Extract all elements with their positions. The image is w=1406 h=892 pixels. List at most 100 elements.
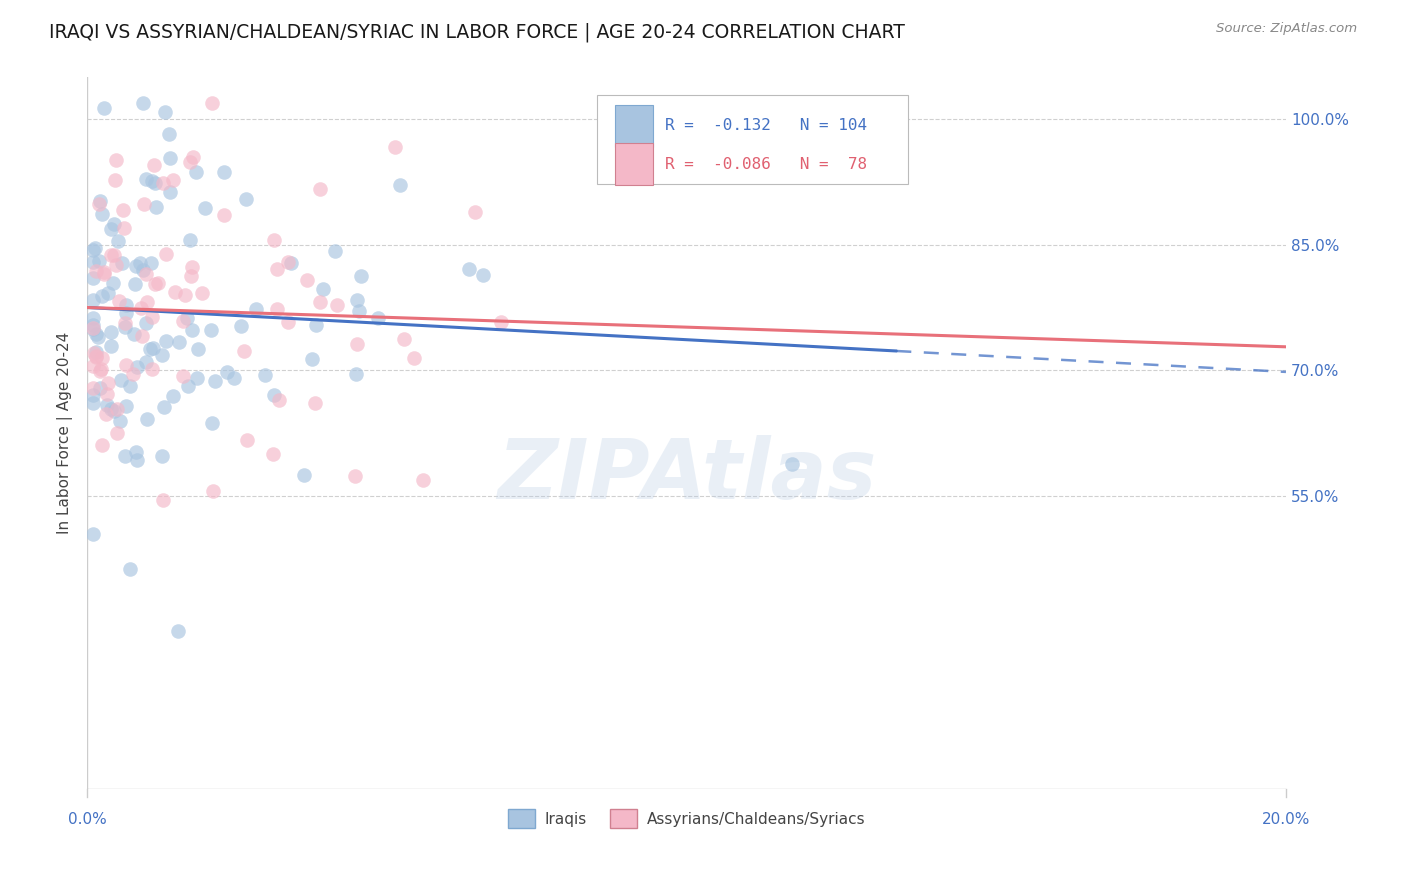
- Point: [93, 265, 115, 279]
- Point: [125, 259, 148, 273]
- Point: [90, 207, 112, 221]
- Point: [236, 433, 259, 447]
- Point: [277, 255, 299, 269]
- Point: [105, 401, 128, 416]
- Point: [212, 208, 235, 222]
- Y-axis label: In Labor Force | Age 20-24: In Labor Force | Age 20-24: [58, 332, 73, 534]
- FancyBboxPatch shape: [596, 95, 908, 184]
- Point: [245, 302, 267, 317]
- Point: [253, 368, 276, 383]
- Point: [96, 387, 118, 401]
- Point: [165, 285, 187, 299]
- Point: [97, 376, 120, 391]
- Point: [103, 247, 125, 261]
- Point: [162, 173, 184, 187]
- Point: [323, 244, 346, 258]
- Point: [141, 310, 163, 324]
- Point: [125, 445, 148, 459]
- Point: [262, 447, 284, 461]
- Point: [112, 221, 135, 235]
- Point: [292, 468, 315, 483]
- Point: [83, 345, 105, 359]
- Point: [343, 469, 366, 483]
- Point: [139, 343, 162, 357]
- Point: [148, 276, 170, 290]
- Point: [82, 322, 104, 336]
- Point: [141, 362, 163, 376]
- Point: [162, 389, 184, 403]
- Point: [150, 348, 173, 362]
- Point: [457, 262, 479, 277]
- Point: [82, 318, 104, 332]
- Point: [135, 316, 157, 330]
- Point: [127, 453, 149, 467]
- Point: [172, 369, 194, 384]
- Point: [142, 341, 165, 355]
- Point: [84, 326, 107, 341]
- Point: [780, 457, 803, 471]
- Point: [143, 176, 166, 190]
- Point: [174, 288, 197, 302]
- Point: [212, 165, 235, 179]
- Point: [231, 318, 253, 333]
- Point: [201, 95, 224, 110]
- Point: [150, 449, 173, 463]
- Point: [93, 267, 115, 281]
- Point: [180, 269, 202, 284]
- Point: [122, 326, 145, 341]
- Point: [115, 298, 138, 312]
- Point: [217, 365, 239, 379]
- Point: [277, 315, 299, 329]
- Point: [114, 358, 136, 372]
- Point: [136, 294, 159, 309]
- Point: [350, 268, 373, 283]
- Point: [87, 197, 110, 211]
- Point: [82, 255, 104, 269]
- Point: [124, 277, 146, 291]
- Point: [181, 150, 204, 164]
- Point: [266, 301, 288, 316]
- Point: [82, 243, 104, 257]
- Point: [181, 260, 204, 275]
- Point: [472, 268, 495, 283]
- Point: [152, 176, 174, 190]
- Point: [96, 398, 118, 412]
- Point: [89, 364, 111, 378]
- Point: [464, 205, 486, 219]
- Text: IRAQI VS ASSYRIAN/CHALDEAN/SYRIAC IN LABOR FORCE | AGE 20-24 CORRELATION CHART: IRAQI VS ASSYRIAN/CHALDEAN/SYRIAC IN LAB…: [49, 22, 905, 42]
- Point: [84, 344, 107, 359]
- Point: [141, 174, 163, 188]
- Point: [267, 392, 290, 407]
- Point: [104, 153, 127, 167]
- Point: [232, 343, 254, 358]
- Point: [179, 155, 201, 169]
- Text: 20.0%: 20.0%: [1261, 812, 1310, 827]
- Point: [204, 374, 226, 388]
- Point: [152, 492, 174, 507]
- Point: [115, 400, 138, 414]
- Point: [82, 310, 104, 325]
- Point: [87, 330, 110, 344]
- Point: [305, 318, 328, 332]
- Point: [135, 172, 157, 186]
- Point: [349, 304, 371, 318]
- Point: [266, 261, 288, 276]
- Point: [107, 235, 129, 249]
- Point: [412, 473, 434, 487]
- Point: [304, 395, 326, 409]
- Point: [172, 314, 194, 328]
- Point: [367, 311, 389, 326]
- Text: Source: ZipAtlas.com: Source: ZipAtlas.com: [1216, 22, 1357, 36]
- Point: [127, 359, 149, 374]
- Point: [312, 282, 335, 296]
- Point: [200, 416, 222, 430]
- Point: [91, 438, 114, 452]
- Point: [280, 255, 302, 269]
- Point: [179, 233, 201, 247]
- Point: [167, 624, 190, 639]
- Point: [308, 181, 330, 195]
- Point: [89, 194, 111, 208]
- Point: [263, 388, 285, 402]
- Point: [82, 270, 104, 285]
- Point: [167, 335, 190, 350]
